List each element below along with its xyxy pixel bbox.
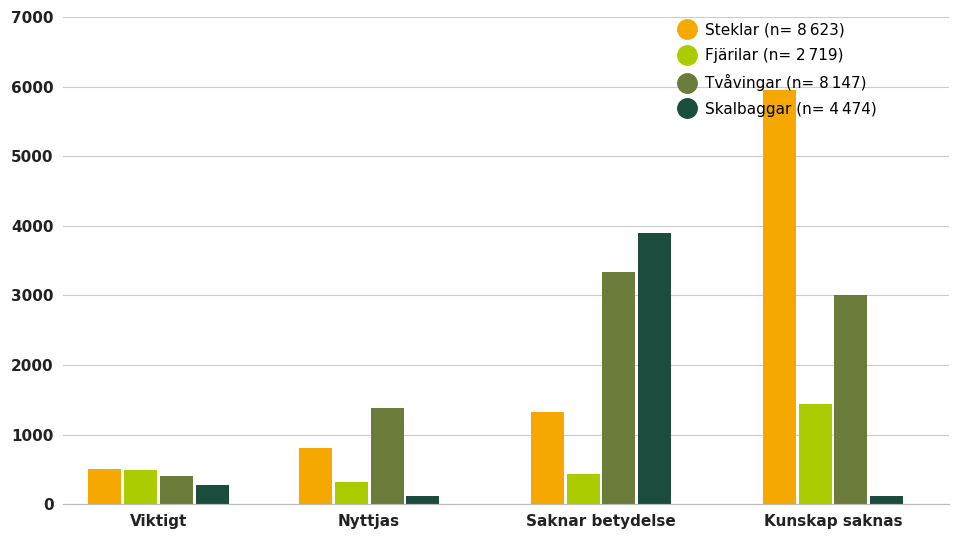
Bar bbox=[834, 295, 867, 504]
Bar bbox=[159, 476, 193, 504]
Bar bbox=[196, 485, 228, 504]
Bar bbox=[870, 496, 903, 504]
Bar bbox=[124, 470, 156, 504]
Bar bbox=[88, 469, 121, 504]
Bar bbox=[406, 496, 440, 504]
Bar bbox=[762, 90, 796, 504]
Bar bbox=[371, 408, 403, 504]
Bar bbox=[566, 474, 600, 504]
Bar bbox=[531, 411, 564, 504]
Bar bbox=[299, 448, 332, 504]
Bar bbox=[638, 233, 671, 504]
Bar bbox=[603, 273, 636, 504]
Bar bbox=[335, 482, 368, 504]
Bar bbox=[799, 404, 831, 504]
Legend: Steklar (n= 8 623), Fjärilar (n= 2 719), Tvåvingar (n= 8 147), Skalbaggar (n= 4 : Steklar (n= 8 623), Fjärilar (n= 2 719),… bbox=[673, 15, 885, 124]
